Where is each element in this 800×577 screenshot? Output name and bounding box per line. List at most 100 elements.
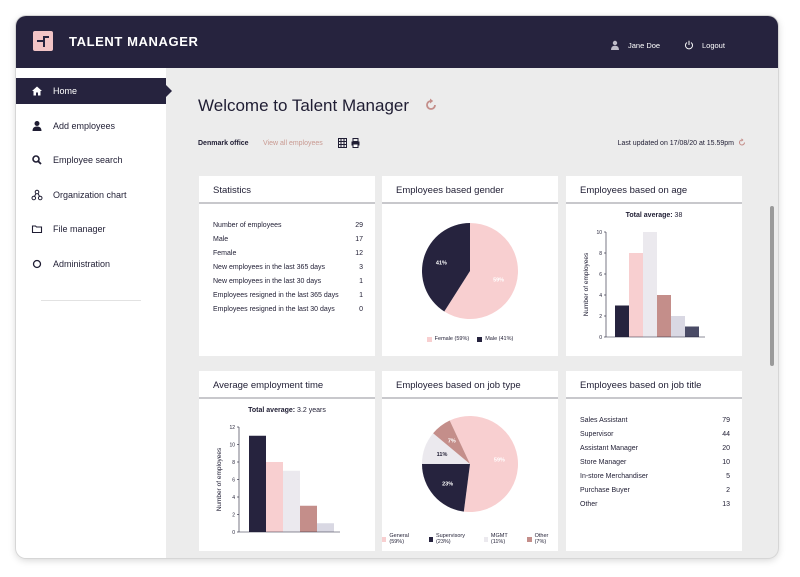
row-label: Purchase Buyer [580, 487, 630, 494]
y-tick-label: 4 [232, 495, 235, 501]
bar [283, 470, 300, 532]
bar [657, 295, 671, 337]
jobtitle-row: In-store Merchandiser 5 [580, 473, 730, 483]
bar [317, 523, 334, 532]
bar [643, 232, 657, 337]
statistics-row: Male 17 [213, 236, 363, 246]
last-updated-label: Last updated on 17/08/20 at 15.59pm [617, 140, 734, 147]
legend-label: Other (7%) [534, 533, 549, 545]
age-average: Total average: 38 [566, 212, 742, 219]
card-title: Statistics [199, 176, 375, 204]
row-value: 3 [359, 264, 363, 271]
age-bar-chart: 0 2 4 6 8 10 Number of employees [583, 230, 705, 341]
logout-button[interactable]: Logout [684, 40, 725, 50]
row-value: 29 [355, 222, 363, 229]
row-value: 20 [722, 445, 730, 452]
card-title: Employees based on job title [566, 371, 742, 399]
power-icon [685, 40, 693, 50]
bar [671, 316, 685, 337]
sidebar-item-home[interactable]: Home [16, 78, 172, 104]
legend-item: MGMT (11%) [483, 533, 520, 545]
row-value: 1 [359, 292, 363, 299]
statistics-row: Employees resigned in the last 30 days 0 [213, 306, 363, 316]
pie-slice [422, 433, 470, 464]
sidebar-item-administration[interactable]: Administration [16, 251, 166, 277]
row-value: 12 [355, 250, 363, 257]
row-label: Number of employees [213, 222, 282, 229]
jobtitle-card: Employees based on job title Sales Assis… [566, 371, 742, 551]
row-value: 79 [722, 417, 730, 424]
user-icon [611, 40, 619, 50]
row-value: 13 [722, 501, 730, 508]
legend-label: General (59%) [389, 533, 409, 545]
average-value: 38 [674, 212, 683, 219]
row-label: Employees resigned in the last 365 days [213, 292, 339, 299]
average-label: Total average: [248, 407, 296, 414]
sidebar-item-label: File manager [53, 224, 106, 234]
card-title: Employees based on job type [382, 371, 558, 399]
statistics-row: New employees in the last 365 days 3 [213, 264, 363, 274]
refresh-icon[interactable] [424, 98, 438, 112]
search-icon [32, 155, 42, 165]
person-icon [32, 121, 42, 131]
y-tick-label: 8 [232, 460, 235, 466]
sidebar-item-label: Home [53, 86, 78, 96]
row-value: 44 [722, 431, 730, 438]
app-title: TALENT MANAGER [69, 34, 199, 49]
employment-average: Total average: 3.2 years [199, 407, 375, 414]
sidebar-item-label: Employee search [53, 155, 123, 165]
y-tick-label: 6 [232, 477, 235, 483]
pie-slice-label: 23% [442, 482, 453, 488]
sidebar-item-organization-chart[interactable]: Organization chart [16, 182, 166, 208]
row-label: Supervisor [580, 431, 614, 438]
grid-view-icon[interactable] [338, 138, 347, 148]
print-icon[interactable] [351, 138, 360, 148]
legend-swatch [428, 536, 433, 542]
row-value: 1 [359, 278, 363, 285]
bar [266, 462, 283, 532]
user-menu[interactable]: Jane Doe [610, 40, 660, 50]
row-label: Employees resigned in the last 30 days [213, 306, 335, 313]
legend-item: Other (7%) [527, 533, 558, 545]
bar [685, 326, 699, 337]
card-title: Average employment time [199, 371, 375, 399]
sidebar-item-file-manager[interactable]: File manager [16, 216, 166, 242]
top-bar: TALENT MANAGER Jane Doe Logout [16, 16, 778, 68]
view-all-employees-link[interactable]: View all employees [263, 140, 323, 147]
gender-card: Employees based gender 59% 41% Female (59… [382, 176, 558, 356]
pie-slice [422, 223, 470, 312]
sidebar: Home Add employees Employee search [16, 68, 172, 558]
legend-swatch [527, 536, 532, 542]
legend-item: Male (41%) [477, 336, 513, 342]
y-tick-label: 2 [599, 314, 602, 320]
legend-label: Supervisory (23%) [435, 533, 466, 545]
sidebar-item-employee-search[interactable]: Employee search [16, 147, 166, 173]
sidebar-item-label: Administration [53, 259, 111, 269]
row-label: Female [213, 250, 237, 257]
y-tick-label: 12 [229, 425, 235, 431]
jobtype-legend: General (59%) Supervisory (23%) MGMT (11%)… [382, 533, 558, 545]
row-label: New employees in the last 365 days [213, 264, 326, 271]
sidebar-item-add-employees[interactable]: Add employees [16, 113, 166, 139]
average-value: 3.2 years [297, 407, 326, 414]
folder-icon [31, 225, 43, 234]
legend-label: Male (41%) [485, 336, 514, 342]
sidebar-item-label: Organization chart [53, 190, 127, 200]
gender-legend: Female (59%) Male (41%) [382, 336, 558, 342]
main-content: Welcome to Talent Manager Denmark office… [166, 68, 778, 558]
legend-swatch [477, 336, 483, 342]
row-label: Male [213, 236, 229, 243]
age-card: Employees based on age Total average: 38… [566, 176, 742, 356]
sidebar-item-label: Add employees [53, 121, 116, 131]
legend-swatch [382, 536, 387, 542]
refresh-small-icon[interactable] [738, 138, 746, 147]
jobtype-card: Employees based on job type 59% 23% 11% 7% … [382, 371, 558, 551]
row-value: 5 [726, 473, 730, 480]
statistics-row: Number of employees 29 [213, 222, 363, 232]
scrollbar[interactable] [770, 206, 774, 366]
statistics-row: Employees resigned in the last 365 days 1 [213, 292, 363, 302]
sidebar-divider [41, 300, 141, 301]
pie-slice [433, 420, 470, 464]
y-tick-label: 4 [599, 293, 602, 299]
jobtype-pie-chart: 59% 23% 11% 7% [422, 416, 518, 512]
